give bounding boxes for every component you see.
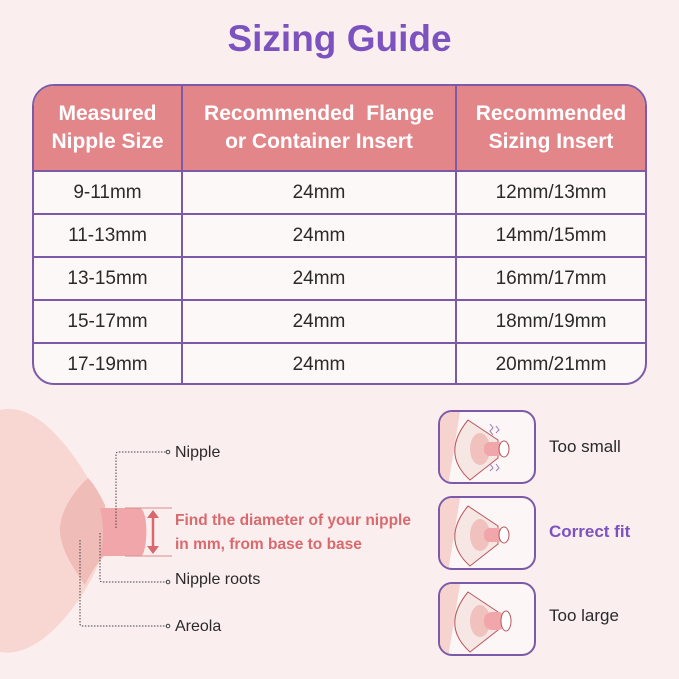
cell-flange: 24mm	[182, 171, 457, 215]
header-flange: Recommended Flange or Container Insert	[182, 86, 457, 172]
fit-label-too-small: Too small	[549, 437, 621, 456]
fit-illustration-too-small	[438, 410, 536, 484]
measurement-instruction: Find the diameter of your nipple in mm, …	[175, 512, 411, 553]
cell-size: 9-11mm	[34, 171, 183, 215]
cell-flange: 24mm	[182, 300, 457, 344]
label-areola: Areola	[175, 618, 222, 635]
label-nipple-roots: Nipple roots	[175, 571, 261, 588]
cell-size: 17-19mm	[34, 343, 183, 383]
table-row: 15-17mm 24mm 18mm/19mm	[34, 300, 645, 344]
label-nipple: Nipple	[175, 444, 221, 461]
double-arrow-icon	[147, 510, 159, 554]
fit-illustration-too-large	[438, 582, 536, 656]
table-row: 9-11mm 24mm 12mm/13mm	[34, 171, 645, 215]
page-title: Sizing Guide	[227, 18, 452, 59]
cell-size: 11-13mm	[34, 214, 183, 258]
header-measured-size: Measured Nipple Size	[34, 86, 183, 172]
cell-insert: 12mm/13mm	[456, 171, 645, 215]
table-row: 11-13mm 24mm 14mm/15mm	[34, 214, 645, 258]
fit-label-too-large: Too large	[549, 606, 619, 625]
header-sizing-insert: Recommended Sizing Insert	[456, 86, 645, 172]
table-row: 17-19mm 24mm 20mm/21mm	[34, 343, 645, 383]
cell-size: 15-17mm	[34, 300, 183, 344]
fit-illustration-correct	[438, 496, 536, 570]
sizing-table: Measured Nipple Size Recommended Flange or…	[32, 84, 647, 385]
table-header-row: Measured Nipple Size Recommended Flange or…	[34, 86, 645, 172]
breast-diagram-illustration	[0, 408, 172, 653]
cell-insert: 16mm/17mm	[456, 257, 645, 301]
cell-size: 13-15mm	[34, 257, 183, 301]
table-row: 13-15mm 24mm 16mm/17mm	[34, 257, 645, 301]
cell-flange: 24mm	[182, 257, 457, 301]
cell-flange: 24mm	[182, 343, 457, 383]
cell-flange: 24mm	[182, 214, 457, 258]
fit-label-correct: Correct fit	[549, 522, 631, 541]
cell-insert: 20mm/21mm	[495, 353, 607, 375]
cell-insert: 14mm/15mm	[456, 214, 645, 258]
cell-insert: 18mm/19mm	[456, 300, 645, 344]
